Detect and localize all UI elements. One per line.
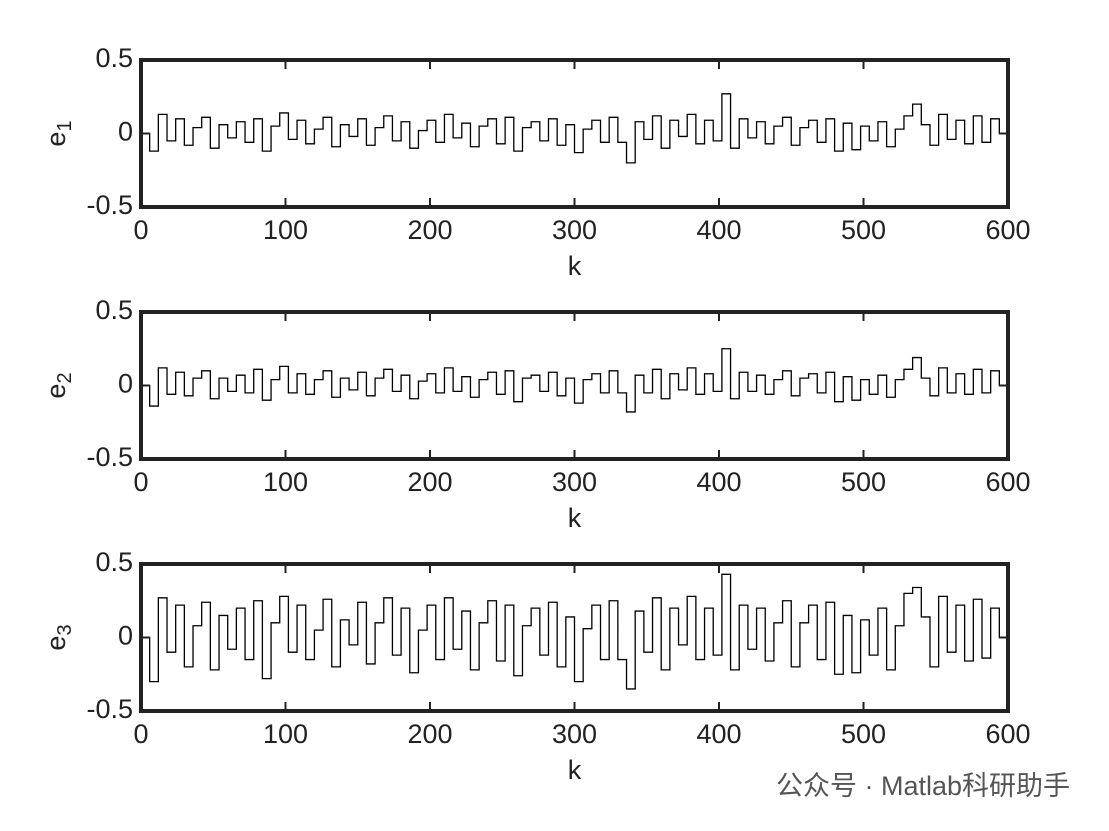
axes-box bbox=[139, 310, 1010, 461]
y-tick-label: -0.5 bbox=[86, 190, 133, 220]
x-tick-label: 0 bbox=[133, 215, 148, 245]
x-tick-label: 500 bbox=[841, 719, 886, 749]
axes-box bbox=[139, 58, 1010, 209]
y-axis-label: e1 bbox=[41, 120, 76, 146]
y-axis-label: e3 bbox=[41, 624, 76, 650]
x-tick-label: 400 bbox=[696, 215, 741, 245]
x-tick-label: 300 bbox=[552, 467, 597, 497]
x-tick-label: 100 bbox=[263, 719, 308, 749]
y-tick-label: -0.5 bbox=[86, 694, 133, 724]
y-tick-label: 0 bbox=[118, 369, 133, 399]
x-tick-label: 500 bbox=[841, 215, 886, 245]
y-tick-label: 0.5 bbox=[95, 43, 133, 73]
x-tick-label: 100 bbox=[263, 467, 308, 497]
x-tick-label: 200 bbox=[407, 719, 452, 749]
x-tick-label: 300 bbox=[552, 719, 597, 749]
x-tick-label: 0 bbox=[133, 467, 148, 497]
x-axis-label: k bbox=[568, 251, 582, 281]
x-tick-label: 200 bbox=[407, 467, 452, 497]
y-label-base: e bbox=[41, 636, 71, 651]
y-label-subscript: 3 bbox=[54, 624, 76, 635]
x-tick-label: 100 bbox=[263, 215, 308, 245]
x-axis-label: k bbox=[568, 755, 582, 785]
x-tick-label: 600 bbox=[985, 467, 1030, 497]
y-tick-label: 0 bbox=[118, 117, 133, 147]
y-label-subscript: 1 bbox=[54, 120, 76, 131]
x-tick-label: 300 bbox=[552, 215, 597, 245]
x-tick-label: 400 bbox=[696, 467, 741, 497]
x-tick-label: 600 bbox=[985, 719, 1030, 749]
y-label-subscript: 2 bbox=[54, 372, 76, 383]
data-line bbox=[141, 348, 1008, 413]
y-label-base: e bbox=[41, 384, 71, 399]
y-tick-label: 0 bbox=[118, 621, 133, 651]
data-line bbox=[141, 573, 1008, 690]
y-tick-label: -0.5 bbox=[86, 442, 133, 472]
data-line bbox=[141, 93, 1008, 164]
y-tick-label: 0.5 bbox=[95, 295, 133, 325]
x-tick-label: 600 bbox=[985, 215, 1030, 245]
x-axis-label: k bbox=[568, 503, 582, 533]
x-tick-label: 0 bbox=[133, 719, 148, 749]
x-tick-label: 400 bbox=[696, 719, 741, 749]
x-tick-label: 200 bbox=[407, 215, 452, 245]
y-axis-label: e2 bbox=[41, 372, 76, 398]
x-tick-label: 500 bbox=[841, 467, 886, 497]
y-label-base: e bbox=[41, 132, 71, 147]
y-tick-label: 0.5 bbox=[95, 547, 133, 577]
axes-box bbox=[139, 562, 1010, 713]
watermark: 公众号 · Matlab科研助手 bbox=[776, 771, 1070, 801]
